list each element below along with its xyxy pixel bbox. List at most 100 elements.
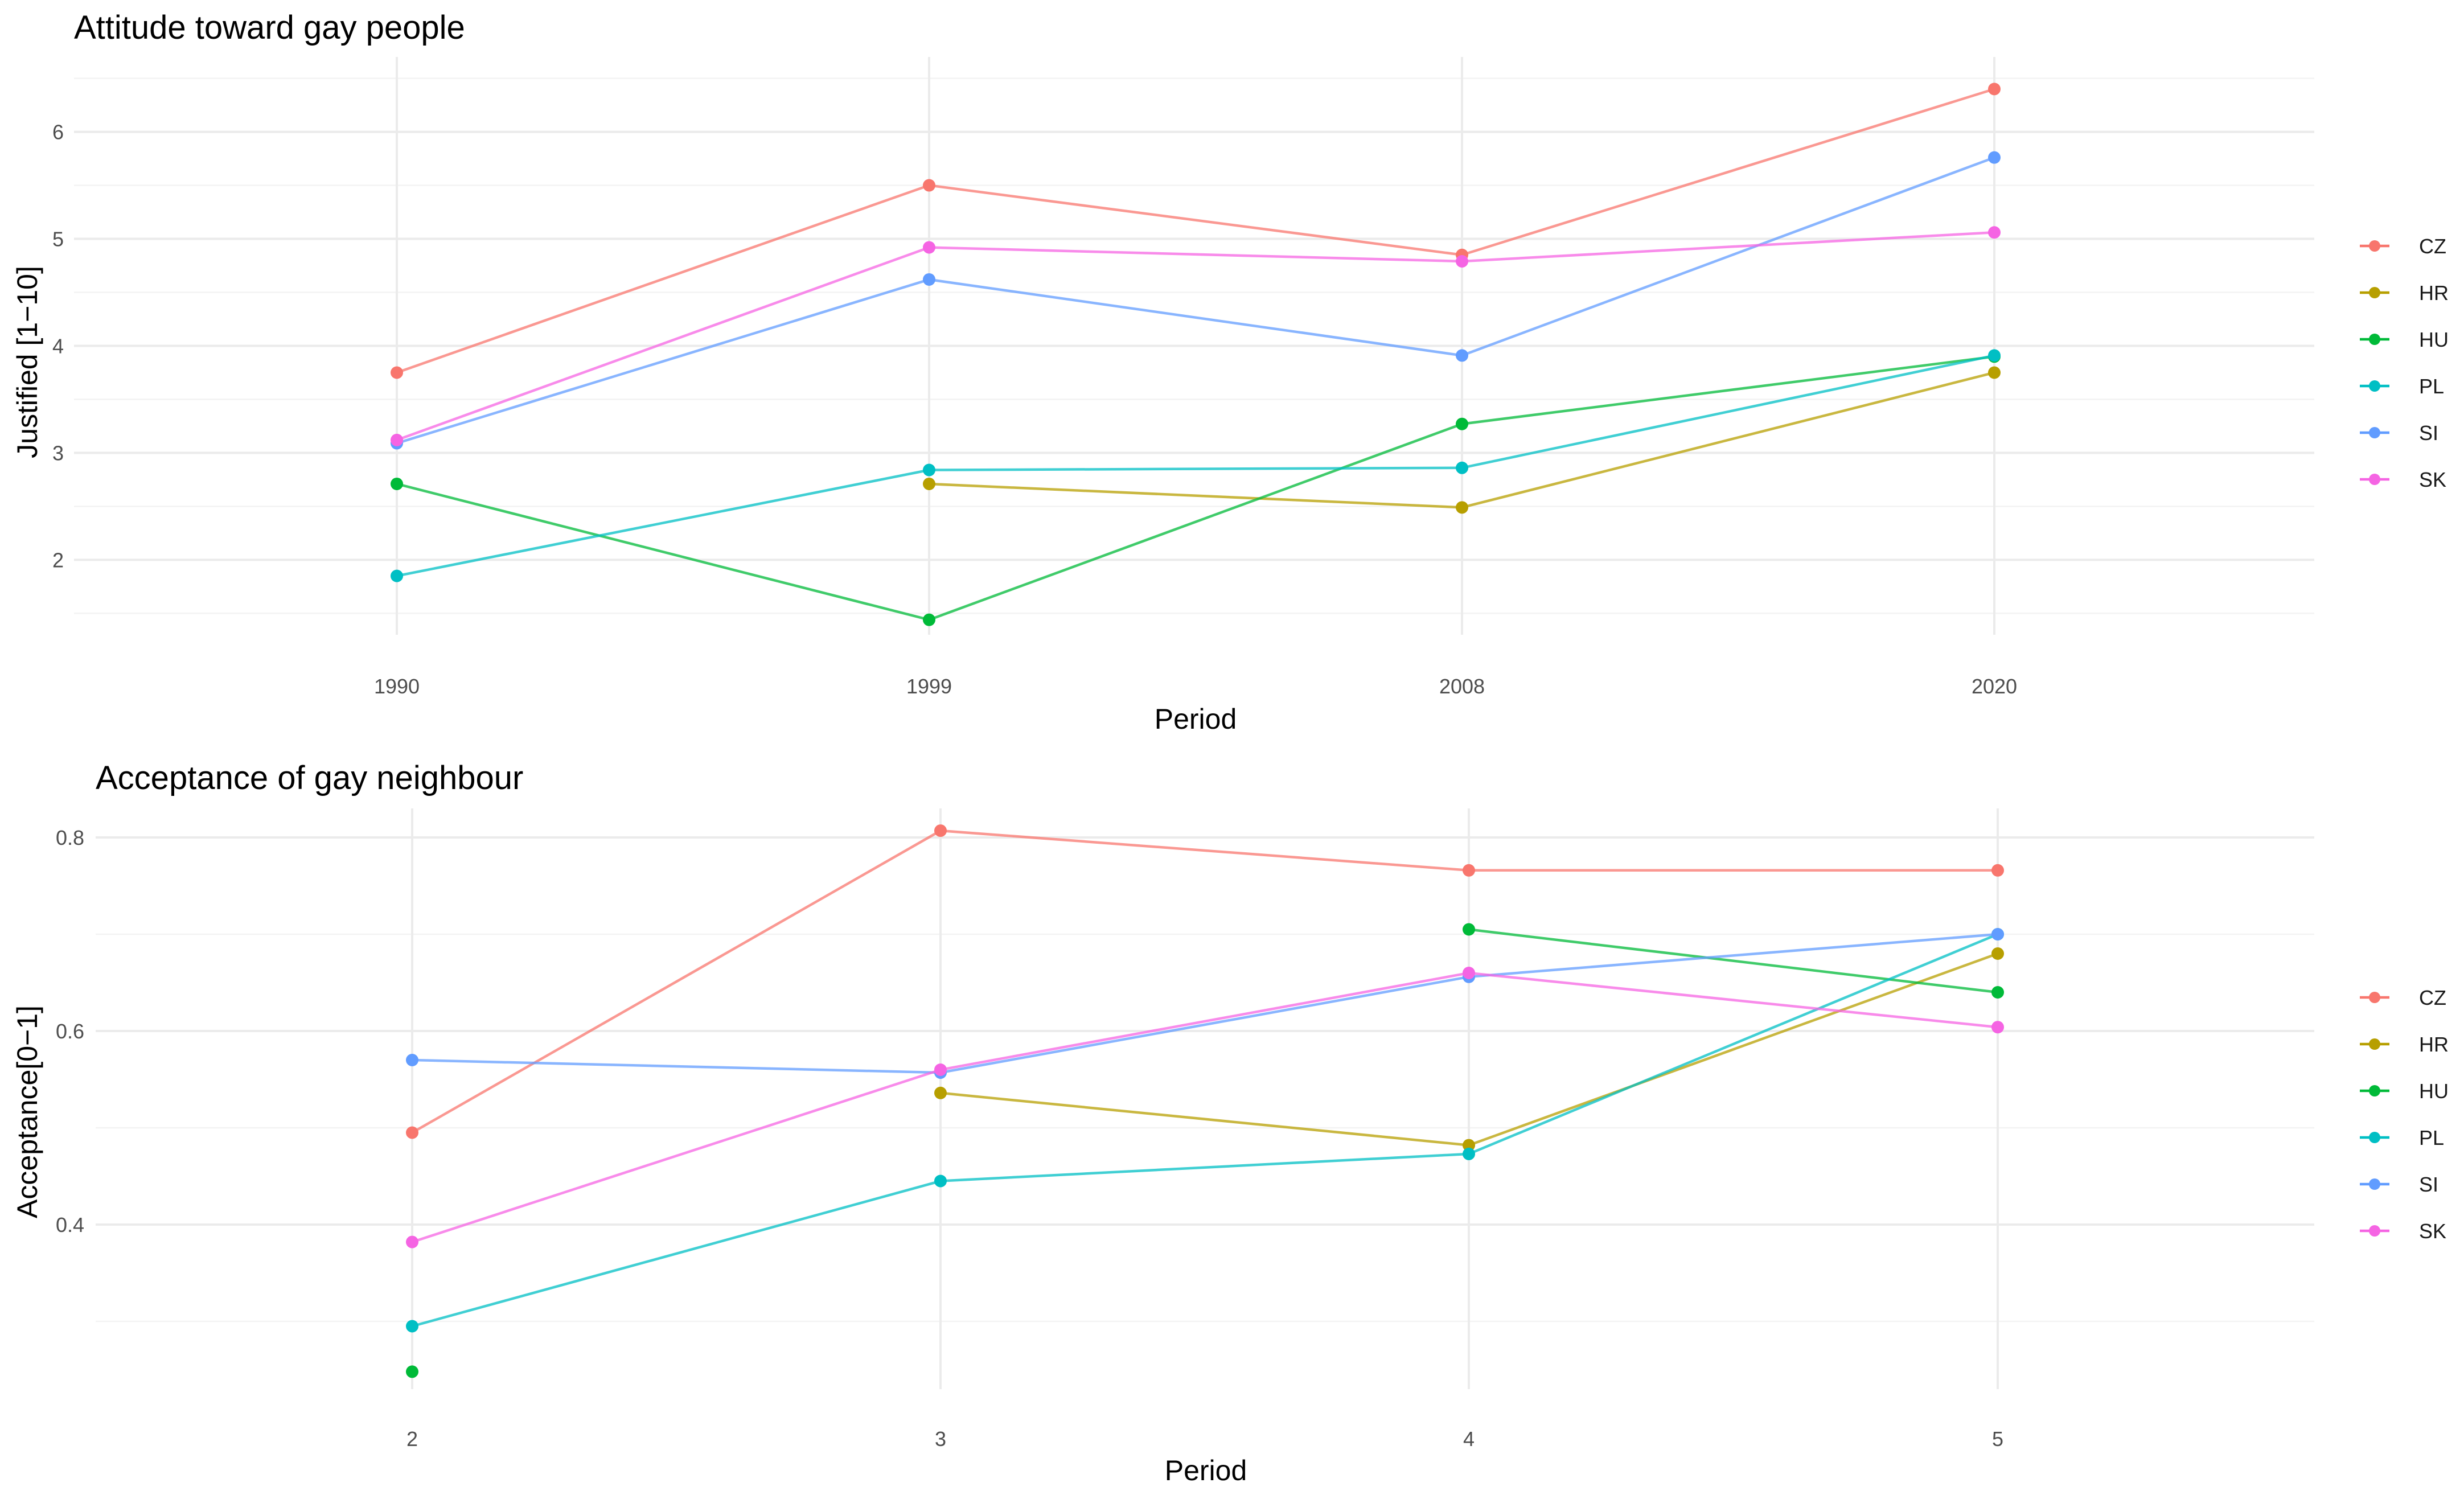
- series-hr: [923, 366, 2001, 514]
- series-line-cz: [396, 88, 1995, 374]
- data-point-si: [1991, 928, 2004, 940]
- data-point-pl: [1988, 349, 2001, 362]
- chart-1-y-axis-title: Justified [1−10]: [11, 266, 43, 458]
- series-hu: [391, 350, 2001, 626]
- chart-1-y-ticks: 2 3 4 5 6: [52, 121, 64, 572]
- data-point-hr: [1991, 947, 2004, 960]
- series-line-pl: [412, 933, 1998, 1328]
- legend-item-hr: HR: [2360, 281, 2449, 305]
- data-point-sk: [934, 1063, 947, 1076]
- data-point-cz: [1991, 864, 2004, 877]
- data-point-sk: [1463, 967, 1475, 979]
- legend-label: SI: [2419, 421, 2438, 445]
- legend-key-point: [2369, 1038, 2380, 1050]
- chart-2-y-ticks: 0.4 0.6 0.8: [56, 826, 84, 1237]
- series-line-sk: [396, 231, 1995, 442]
- legend-label: HU: [2419, 328, 2449, 351]
- series-cz: [391, 83, 2001, 379]
- data-point-hu: [406, 1365, 418, 1378]
- data-point-si: [923, 273, 935, 286]
- chart-2-x-ticks: 2 3 4 5: [406, 1427, 2003, 1451]
- x-tick-label: 2008: [1439, 675, 1485, 698]
- data-point-pl: [923, 463, 935, 477]
- legend-key-point: [2369, 992, 2380, 1003]
- chart-2-x-axis-title: Period: [1165, 1455, 1247, 1486]
- y-tick-label: 0.4: [56, 1213, 84, 1237]
- data-point-sk: [391, 433, 403, 446]
- series-line-cz: [411, 829, 1998, 1134]
- x-tick-label: 5: [1992, 1427, 2003, 1451]
- legend-item-si: SI: [2360, 421, 2438, 445]
- data-point-hu: [391, 477, 403, 490]
- legend-key-point: [2369, 1225, 2380, 1237]
- data-point-sk: [1456, 255, 1468, 268]
- series-sk: [391, 226, 2001, 446]
- series-hu: [406, 923, 2004, 1378]
- legend-label: HR: [2419, 281, 2449, 305]
- data-point-hu: [1456, 417, 1468, 430]
- series-line-sk: [412, 971, 1998, 1243]
- data-point-pl: [934, 1174, 947, 1188]
- chart-1-series: [391, 83, 2001, 626]
- legend-item-cz: CZ: [2360, 986, 2446, 1009]
- data-point-sk: [923, 241, 935, 254]
- data-point-si: [1988, 151, 2001, 164]
- y-tick-label: 5: [52, 228, 64, 251]
- legend-key-point: [2369, 334, 2380, 345]
- data-point-hr: [934, 1086, 947, 1099]
- legend-label: CZ: [2419, 986, 2446, 1009]
- data-point-cz: [1463, 864, 1475, 877]
- chart-2-legend: CZ HR HU PL SI SK: [2360, 986, 2449, 1243]
- series-line-hu: [396, 355, 1995, 622]
- data-point-sk: [1988, 226, 2001, 239]
- series-line-si: [396, 156, 1995, 445]
- chart-1-legend: CZ HR HU PL SI SK: [2360, 235, 2449, 491]
- series-line-pl: [396, 354, 1995, 577]
- data-point-cz: [391, 366, 403, 379]
- chart-1-x-axis-title: Period: [1155, 703, 1237, 735]
- y-tick-label: 3: [52, 441, 64, 465]
- data-point-hr: [1463, 1139, 1475, 1152]
- y-tick-label: 4: [52, 335, 64, 358]
- legend-label: HU: [2419, 1079, 2449, 1103]
- legend-label: HR: [2419, 1033, 2449, 1056]
- y-tick-label: 2: [52, 548, 64, 572]
- legend-item-pl: PL: [2360, 1126, 2444, 1149]
- chart-2-y-axis-title: Acceptance[0−1]: [11, 1005, 43, 1218]
- data-point-hr: [923, 477, 935, 490]
- data-point-hu: [1991, 986, 2004, 999]
- legend-label: CZ: [2419, 235, 2446, 258]
- x-tick-label: 2: [406, 1427, 418, 1451]
- x-tick-label: 1990: [374, 675, 420, 698]
- chart-1-x-ticks: 1990 1999 2008 2020: [374, 675, 2017, 698]
- legend-key-point: [2369, 1132, 2380, 1143]
- data-point-sk: [1991, 1021, 2004, 1034]
- legend-item-si: SI: [2360, 1173, 2438, 1196]
- legend-item-cz: CZ: [2360, 235, 2446, 258]
- data-point-si: [406, 1054, 418, 1066]
- y-tick-label: 0.8: [56, 826, 84, 849]
- chart-2-series: [406, 824, 2004, 1378]
- legend-item-hr: HR: [2360, 1033, 2449, 1056]
- legend-key-point: [2369, 474, 2380, 485]
- x-tick-label: 2020: [1972, 675, 2017, 698]
- data-point-hu: [1463, 923, 1475, 936]
- data-point-cz: [1988, 83, 2001, 96]
- series-line-hu: [1468, 928, 1998, 994]
- legend-label: SK: [2419, 1219, 2446, 1243]
- legend-item-pl: PL: [2360, 375, 2444, 398]
- legend-key-point: [2369, 427, 2380, 438]
- x-tick-label: 1999: [906, 675, 952, 698]
- data-point-cz: [406, 1126, 418, 1139]
- chart-1-title: Attitude toward gay people: [74, 9, 465, 46]
- legend-label: SI: [2419, 1173, 2438, 1196]
- legend-key-point: [2369, 287, 2380, 298]
- series-hr: [934, 947, 2004, 1152]
- data-point-sk: [406, 1235, 418, 1248]
- legend-key-point: [2369, 1085, 2380, 1096]
- data-point-pl: [391, 569, 403, 582]
- series-sk: [406, 967, 2004, 1248]
- chart-2-gridlines: [96, 808, 2314, 1389]
